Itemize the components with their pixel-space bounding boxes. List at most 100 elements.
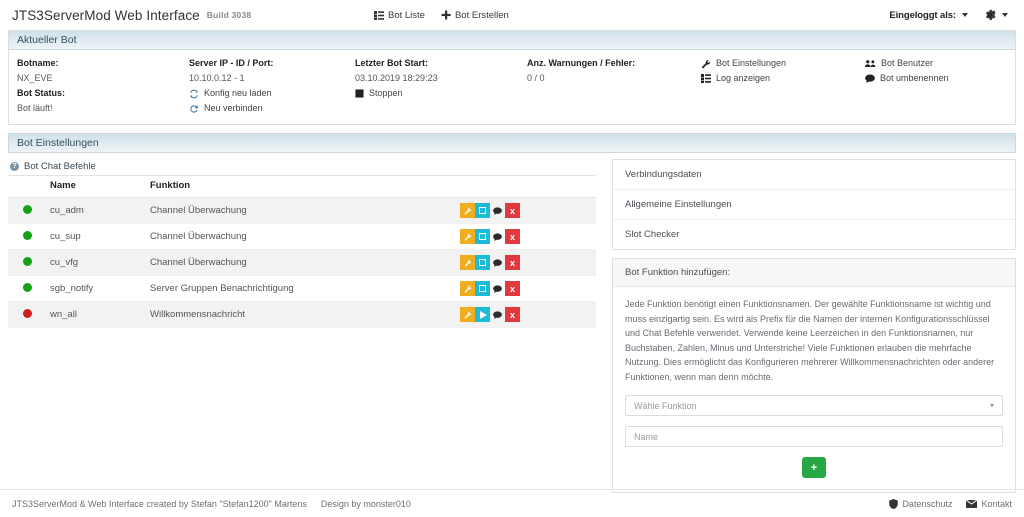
edit-function-button[interactable] (460, 203, 475, 218)
info-icon[interactable]: ? (10, 162, 19, 171)
refresh-icon (189, 89, 199, 99)
server-label: Server IP - ID / Port: (189, 58, 274, 68)
warnings-value: 0 / 0 (527, 73, 545, 83)
footer-contact-label: Kontakt (981, 498, 1012, 509)
row-funktion: Server Gruppen Benachrichtigung (146, 275, 456, 302)
row-button-group: x (460, 255, 592, 270)
edit-function-button[interactable] (460, 281, 475, 296)
row-actions-cell: x (456, 275, 596, 302)
show-log-label: Log anzeigen (716, 73, 771, 83)
delete-function-button[interactable]: x (505, 307, 520, 322)
stop-function-button[interactable] (475, 281, 490, 296)
gear-icon[interactable] (984, 9, 996, 21)
rename-bot-action[interactable]: Bot umbenennen (865, 71, 1007, 86)
column-actions (456, 176, 596, 198)
settings-dropdown-caret-icon[interactable] (1002, 13, 1008, 17)
botname-label: Botname: (17, 58, 59, 68)
stop-function-button[interactable] (475, 255, 490, 270)
stop-icon (479, 207, 486, 214)
stop-bot-action[interactable]: Stoppen (355, 86, 527, 101)
row-button-group: x (460, 203, 592, 218)
stop-icon (355, 89, 364, 98)
row-name: wn_all (46, 301, 146, 328)
app-brand[interactable]: JTS3ServerMod Web Interface (12, 7, 200, 23)
sidebar-item-allgemeine-einstellungen[interactable]: Allgemeine Einstellungen (613, 190, 1015, 220)
footer-privacy-label: Datenschutz (902, 498, 953, 509)
function-select-value: Wähle Funktion (634, 400, 697, 411)
settings-link-list: Verbindungsdaten Allgemeine Einstellunge… (612, 159, 1016, 250)
plus-icon (441, 10, 451, 20)
page-footer: JTS3ServerMod & Web Interface created by… (0, 489, 1024, 517)
wrench-icon (701, 59, 711, 69)
function-name-input[interactable]: Name (625, 426, 1003, 447)
bot-users-action[interactable]: Bot Benutzer (865, 56, 1007, 71)
start-function-button[interactable] (475, 307, 490, 322)
row-button-group: x (460, 307, 592, 322)
list-icon (374, 10, 384, 20)
reload-config-action[interactable]: Konfig neu laden (189, 86, 355, 101)
footer-credits: JTS3ServerMod & Web Interface created by… (12, 499, 411, 509)
chevron-down-icon: ▾ (989, 401, 994, 410)
stop-icon (479, 233, 486, 240)
chat-function-button[interactable] (490, 229, 505, 244)
warnings-block: Anz. Warnungen / Fehler: 0 / 0 (527, 56, 701, 116)
footer-contact-link[interactable]: Kontakt (966, 499, 1012, 509)
chat-commands-title: Bot Chat Befehle (24, 161, 96, 172)
chat-function-button[interactable] (490, 203, 505, 218)
sidebar-item-slot-checker[interactable]: Slot Checker (625, 229, 680, 240)
bot-settings-label: Bot Einstellungen (716, 58, 787, 68)
row-actions-cell: x (456, 197, 596, 224)
bot-actions-block: Bot Einstellungen Log anzeigen (701, 56, 865, 116)
footer-privacy-link[interactable]: Datenschutz (889, 498, 953, 509)
table-row: cu_sup Channel Überwachung x (8, 223, 596, 250)
nav-bot-erstellen[interactable]: Bot Erstellen (441, 10, 509, 21)
row-status-cell (8, 249, 46, 276)
bot-settings-panel-title: Bot Einstellungen (8, 133, 1016, 153)
stop-function-button[interactable] (475, 229, 490, 244)
settings-side-column: Verbindungsdaten Allgemeine Einstellunge… (612, 159, 1016, 493)
delete-function-button[interactable]: x (505, 229, 520, 244)
row-actions-cell: x (456, 301, 596, 328)
main-nav: Bot Liste Bot Erstellen (374, 10, 509, 21)
edit-function-button[interactable] (460, 255, 475, 270)
reconnect-action[interactable]: Neu verbinden (189, 101, 355, 116)
delete-function-button[interactable]: x (505, 203, 520, 218)
status-indicator-on (22, 230, 32, 240)
bot-status-label: Bot Status: (17, 88, 65, 98)
bot-status-value: Bot läuft! (17, 103, 53, 113)
stop-function-button[interactable] (475, 203, 490, 218)
row-actions-cell: x (456, 249, 596, 276)
server-value: 10.10.0.12 - 1 (189, 73, 245, 83)
user-dropdown-caret-icon[interactable] (962, 13, 968, 17)
bot-user-block: Bot Benutzer Bot umbenennen (865, 56, 1007, 116)
chat-function-button[interactable] (490, 281, 505, 296)
delete-function-button[interactable]: x (505, 281, 520, 296)
edit-function-button[interactable] (460, 229, 475, 244)
row-funktion: Channel Überwachung (146, 197, 456, 224)
edit-function-button[interactable] (460, 307, 475, 322)
row-name: cu_adm (46, 197, 146, 224)
table-row: sgb_notify Server Gruppen Benachrichtigu… (8, 275, 596, 302)
add-function-button-row: + (625, 457, 1003, 478)
add-function-button[interactable]: + (802, 457, 826, 478)
nav-bot-liste[interactable]: Bot Liste (374, 10, 425, 21)
logged-in-label: Eingeloggt als: (889, 9, 956, 21)
row-funktion: Channel Überwachung (146, 223, 456, 250)
chat-commands-subheader: ? Bot Chat Befehle (8, 159, 596, 176)
botname-value: NX_EVE (17, 73, 53, 83)
reconnect-label: Neu verbinden (204, 103, 263, 113)
table-row: wn_all Willkommensnachricht x (8, 301, 596, 328)
delete-function-button[interactable]: x (505, 255, 520, 270)
chat-function-button[interactable] (490, 307, 505, 322)
show-log-action[interactable]: Log anzeigen (701, 71, 865, 86)
user-menu-area: Eingeloggt als: (889, 9, 1014, 21)
function-select[interactable]: Wähle Funktion ▾ (625, 395, 1003, 416)
status-indicator-on (22, 204, 32, 214)
row-status-cell (8, 275, 46, 302)
sidebar-item-verbindungsdaten[interactable]: Verbindungsdaten (613, 160, 1015, 190)
bot-settings-action[interactable]: Bot Einstellungen (701, 56, 865, 71)
last-start-value: 03.10.2019 18:29:23 (355, 73, 438, 83)
bot-settings-panel: Bot Einstellungen ? Bot Chat Befehle Nam… (8, 133, 1016, 493)
play-icon (480, 310, 487, 319)
chat-function-button[interactable] (490, 255, 505, 270)
